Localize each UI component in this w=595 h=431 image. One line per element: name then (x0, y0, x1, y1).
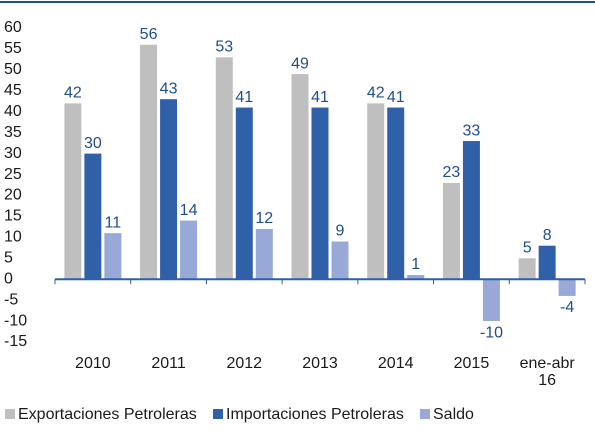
bar (160, 99, 178, 280)
y-tick-label: 30 (4, 145, 22, 162)
y-tick-label: 45 (4, 82, 22, 99)
bar (291, 74, 309, 280)
value-label: 41 (235, 89, 253, 106)
value-label: 43 (160, 80, 178, 97)
bar (180, 220, 198, 280)
bar (140, 44, 158, 280)
bar (84, 153, 102, 280)
y-tick-label: 15 (4, 208, 22, 225)
value-label: -4 (560, 299, 574, 316)
bar (255, 228, 273, 280)
y-tick-label: 10 (4, 229, 22, 246)
y-tick-label: 5 (4, 249, 13, 266)
value-label: 11 (105, 214, 122, 231)
x-tick-label: 2014 (378, 355, 414, 372)
value-label: 9 (336, 223, 345, 240)
bar (462, 141, 480, 280)
value-label: 41 (387, 89, 405, 106)
value-label: 30 (84, 135, 102, 152)
value-label: 23 (443, 164, 461, 181)
bar (215, 57, 233, 280)
legend-label: Importaciones Petroleras (226, 406, 404, 423)
bar (482, 279, 500, 322)
value-label: 42 (367, 85, 385, 102)
bar (407, 275, 425, 280)
bar (235, 107, 253, 280)
y-tick-label: -15 (4, 333, 27, 350)
bar (442, 182, 460, 280)
y-tick-label: 0 (4, 270, 13, 287)
y-tick-label: 60 (4, 19, 22, 36)
value-label: 56 (140, 26, 158, 43)
bar (538, 245, 556, 280)
y-tick-label: 20 (4, 187, 22, 204)
value-label: 49 (291, 55, 309, 72)
y-tick-label: -5 (4, 291, 18, 308)
value-label: 8 (543, 227, 552, 244)
y-tick-label: 25 (4, 166, 22, 183)
bar (104, 233, 122, 280)
bar (558, 279, 576, 296)
value-label: 12 (255, 210, 273, 227)
x-tick-label: ene-abr 16 (520, 355, 576, 389)
x-tick-label: 2011 (151, 355, 186, 372)
bar (311, 107, 329, 280)
value-label: 33 (463, 122, 481, 139)
value-label: -10 (480, 324, 503, 341)
value-label: 14 (180, 202, 198, 219)
legend-swatch (420, 409, 430, 419)
y-tick-label: -10 (4, 312, 27, 329)
value-label: 42 (64, 85, 82, 102)
bar (387, 107, 405, 280)
y-tick-label: 55 (4, 40, 22, 57)
legend-label: Exportaciones Petroleras (18, 406, 197, 423)
x-tick-label: 2015 (454, 355, 490, 372)
bar (331, 241, 349, 280)
x-tick-label: 2013 (302, 355, 338, 372)
legend-swatch (213, 409, 223, 419)
y-tick-label: 35 (4, 124, 22, 141)
value-label: 5 (523, 239, 532, 256)
value-label: 53 (215, 39, 233, 56)
y-tick-label: 50 (4, 61, 22, 78)
bar (518, 258, 536, 280)
y-tick-label: 40 (4, 103, 22, 120)
legend-swatch (5, 409, 15, 419)
bar (367, 103, 385, 280)
x-tick-label: 2012 (226, 355, 262, 372)
bar (64, 103, 82, 280)
value-label: 41 (311, 89, 329, 106)
legend-label: Saldo (433, 406, 474, 423)
value-label: 1 (411, 256, 420, 273)
x-tick-label: 2010 (75, 355, 111, 372)
